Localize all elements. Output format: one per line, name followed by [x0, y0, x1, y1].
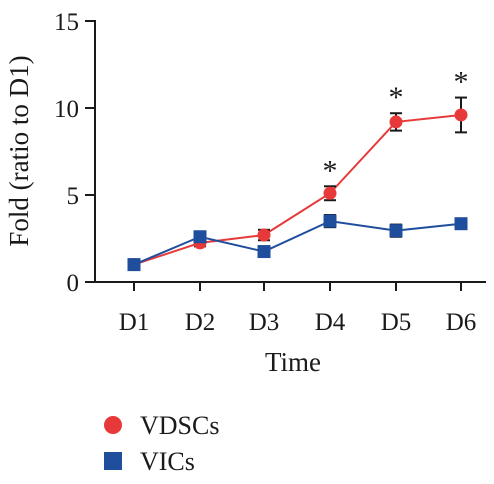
data-point	[454, 108, 468, 122]
y-tick-label: 10	[54, 96, 79, 123]
series-line	[133, 113, 462, 266]
data-point	[323, 214, 337, 228]
y-tick-label: 0	[67, 270, 80, 297]
data-point	[257, 228, 271, 242]
legend-marker	[104, 452, 122, 470]
data-point	[257, 245, 271, 259]
x-tick-label: D3	[249, 309, 280, 336]
legend-entry: VDSCs	[104, 411, 219, 440]
x-axis-title: Time	[265, 347, 321, 377]
data-point	[193, 230, 207, 244]
data-point	[389, 115, 403, 129]
significance-mark: *	[323, 154, 338, 187]
series-vics	[127, 214, 468, 272]
data-point	[454, 217, 468, 231]
data-point	[389, 224, 403, 238]
y-tick-label: 15	[54, 9, 79, 36]
series-line	[133, 220, 462, 266]
legend-entry: VICs	[104, 447, 195, 476]
x-tick-label: D1	[119, 309, 150, 336]
legend: VDSCs VICs	[104, 411, 219, 476]
y-tick-label: 5	[67, 183, 80, 210]
axes	[85, 20, 486, 291]
data-point	[127, 258, 141, 272]
x-tick-label: D6	[446, 309, 477, 336]
significance-mark: *	[389, 81, 404, 114]
x-tick-label: D2	[185, 309, 216, 336]
x-tick-label: D4	[315, 309, 346, 336]
data-point	[323, 186, 337, 200]
plot-area: * * *	[127, 66, 469, 272]
legend-marker	[104, 416, 122, 434]
legend-label: VICs	[140, 447, 195, 476]
x-tick-label: D5	[381, 309, 412, 336]
significance-mark: *	[454, 66, 469, 99]
y-axis-title: Fold (ratio to D1)	[4, 55, 34, 246]
legend-label: VDSCs	[140, 411, 219, 440]
tick-labels: 0 5 10 15 D1 D2 D3 D4 D5 D6	[54, 9, 476, 336]
